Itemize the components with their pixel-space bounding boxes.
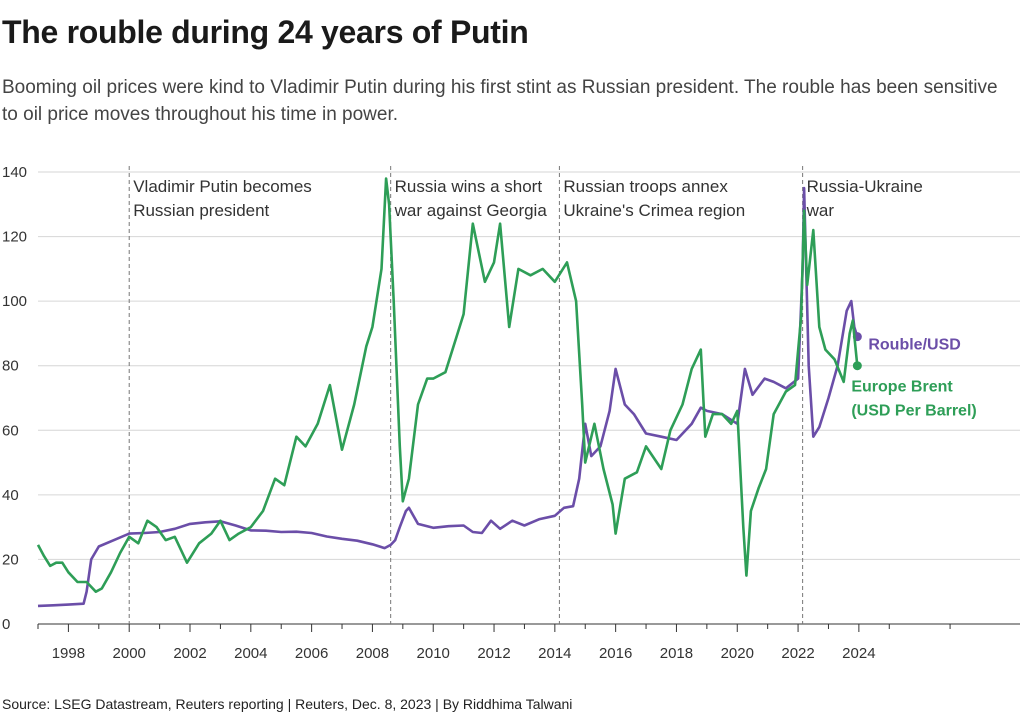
x-tick-label: 2022 <box>781 645 814 662</box>
y-tick-label: 100 <box>2 293 27 310</box>
y-tick-label: 120 <box>2 229 27 246</box>
x-tick-label: 2012 <box>477 645 510 662</box>
brent-end-dot <box>852 361 862 371</box>
brent-line <box>36 177 859 593</box>
rouble-label: Rouble/USD <box>868 337 960 354</box>
y-tick-label: 60 <box>2 422 19 439</box>
x-tick-label: 2006 <box>295 645 328 662</box>
event-label: Russian president <box>133 201 269 220</box>
rouble-usd-line <box>37 186 859 608</box>
event-label: war <box>806 201 835 220</box>
x-tick-label: 1998 <box>52 645 85 662</box>
event-label: war against Georgia <box>394 201 548 220</box>
event-label: Russia wins a short <box>395 177 543 196</box>
x-axis-ticks: 1998 2000 2002 2004 2006 2008 2010 2012 2014 2016… <box>37 624 951 662</box>
x-tick-label: 2000 <box>113 645 146 662</box>
source-note: Source: LSEG Datastream, Reuters reporti… <box>2 696 573 712</box>
x-tick-label: 2016 <box>599 645 632 662</box>
event-markers: Vladimir Putin becomes Russian president R… <box>128 166 923 624</box>
x-tick-label: 2002 <box>173 645 206 662</box>
series-lines <box>36 177 862 608</box>
event-label: Russia-Ukraine <box>807 177 923 196</box>
x-tick-label: 2010 <box>417 645 450 662</box>
event-label: Vladimir Putin becomes <box>133 177 312 196</box>
y-tick-label: 0 <box>2 616 10 633</box>
event-marker: Russia wins a short war against Georgia <box>390 166 548 624</box>
x-tick-label: 2020 <box>721 645 754 662</box>
y-tick-label: 20 <box>2 551 19 568</box>
x-tick-label: 2024 <box>842 645 875 662</box>
brent-label: (USD Per Barrel) <box>851 403 976 420</box>
x-tick-label: 2004 <box>234 645 267 662</box>
x-tick-label: 2008 <box>356 645 389 662</box>
y-tick-label: 80 <box>2 358 19 375</box>
y-axis-ticks: 0 20 40 60 80 100 120 140 <box>2 164 27 633</box>
event-label: Russian troops annex <box>563 177 728 196</box>
x-tick-label: 2014 <box>538 645 571 662</box>
chart-title: The rouble during 24 years of Putin <box>2 14 529 50</box>
brent-label: Europe Brent <box>851 379 953 396</box>
chart-subtitle: Booming oil prices were kind to Vladimir… <box>2 77 998 125</box>
event-marker: Russian troops annex Ukraine's Crimea reg… <box>558 166 745 624</box>
series-end-labels: Rouble/USD Europe Brent (USD Per Barrel) <box>851 337 976 420</box>
event-marker: Russia-Ukraine war <box>802 166 923 624</box>
x-tick-label: 2018 <box>660 645 693 662</box>
event-label: Ukraine's Crimea region <box>563 201 745 220</box>
y-tick-label: 140 <box>2 164 27 181</box>
y-tick-label: 40 <box>2 487 19 504</box>
event-marker: Vladimir Putin becomes Russian president <box>128 166 312 624</box>
